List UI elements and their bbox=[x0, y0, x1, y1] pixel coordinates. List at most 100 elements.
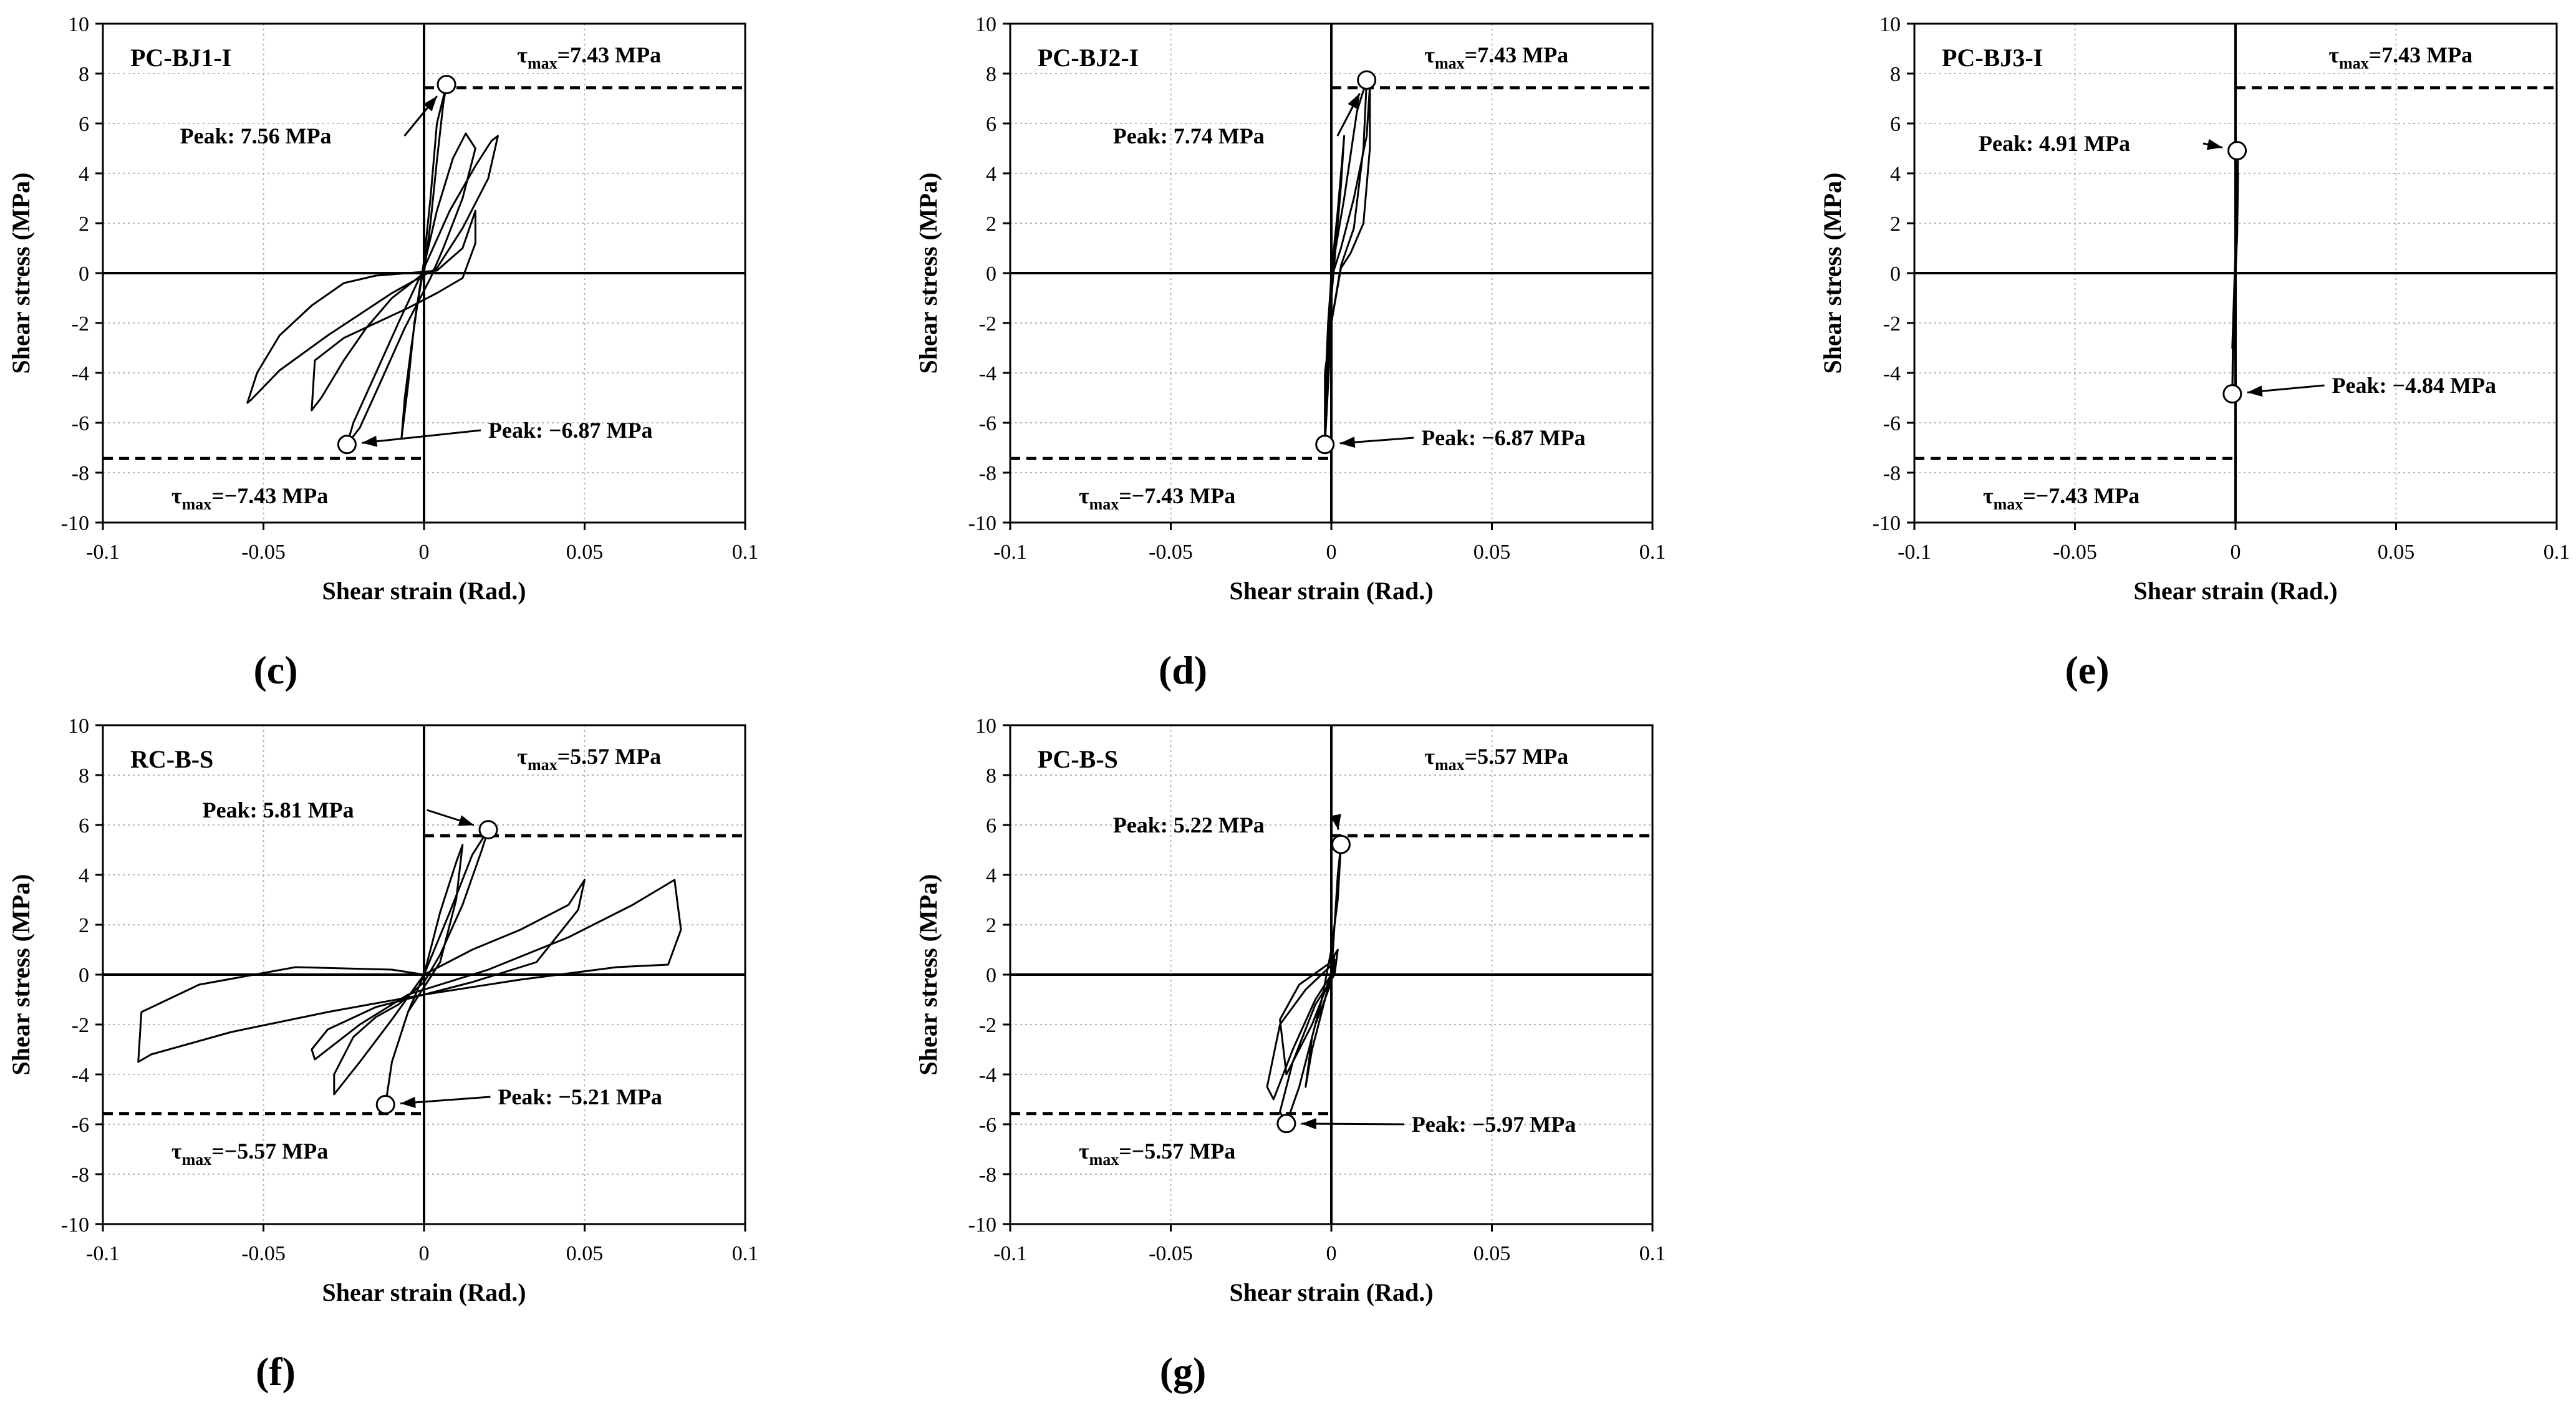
peak-neg-arrow bbox=[362, 429, 481, 444]
peak-neg-arrowhead bbox=[1301, 1118, 1316, 1130]
x-tick-label: 0.05 bbox=[566, 1242, 604, 1265]
x-tick-label: 0.05 bbox=[566, 541, 604, 564]
y-tick-label: -4 bbox=[72, 1064, 89, 1087]
y-tick-label: 2 bbox=[986, 914, 996, 937]
peak-pos-marker bbox=[478, 820, 498, 840]
y-tick-label: 6 bbox=[79, 113, 89, 136]
x-tick-label: 0.1 bbox=[1639, 1242, 1666, 1265]
y-tick-label: 0 bbox=[79, 964, 89, 987]
hysteresis-curve bbox=[246, 84, 499, 446]
y-tick-label: -10 bbox=[968, 512, 996, 535]
x-axis-label: Shear strain (Rad.) bbox=[322, 577, 526, 605]
panel-title: PC-B-S bbox=[1038, 745, 1118, 773]
y-tick-label: -8 bbox=[1883, 462, 1901, 485]
y-tick-label: -2 bbox=[72, 312, 89, 335]
y-tick-label: 2 bbox=[1890, 213, 1901, 236]
chart-panel-f: -10 -8 -6 -4 -2 0 2 4 6 8 10 -0.1 -0.05 0 0.05 0.1 Shear… bbox=[7, 715, 758, 1394]
peak-pos-arrowhead bbox=[423, 96, 437, 112]
peak-neg-arrowhead bbox=[1339, 436, 1356, 448]
y-tick-label: 4 bbox=[986, 163, 996, 186]
y-tick-label: 10 bbox=[68, 715, 89, 738]
y-tick-label: 6 bbox=[986, 113, 996, 136]
x-axis-label: Shear strain (Rad.) bbox=[2133, 577, 2337, 605]
x-tick-label: 0.05 bbox=[1474, 1242, 1511, 1265]
x-tick-label: 0.1 bbox=[732, 541, 759, 564]
y-tick-label: 2 bbox=[79, 213, 89, 236]
y-axis-label: Shear stress (MPa) bbox=[914, 874, 942, 1076]
hysteresis-curve bbox=[137, 829, 682, 1106]
panel-caption-letter: d bbox=[1172, 648, 1194, 692]
x-tick-label: -0.1 bbox=[86, 1242, 120, 1265]
y-tick-label: 0 bbox=[986, 263, 996, 286]
x-tick-label: 0.05 bbox=[1474, 541, 1511, 564]
y-tick-label: 8 bbox=[986, 63, 996, 86]
x-tick-label: -0.05 bbox=[1149, 541, 1193, 564]
y-tick-label: 2 bbox=[986, 213, 996, 236]
peak-pos-marker bbox=[1331, 834, 1351, 854]
y-tick-label: 6 bbox=[1890, 113, 1901, 136]
y-tick-label: 8 bbox=[79, 764, 89, 788]
y-tick-label: -8 bbox=[979, 462, 996, 485]
panel-caption: (c) bbox=[253, 648, 297, 692]
x-tick-label: 0.05 bbox=[2378, 541, 2415, 564]
panel-caption: (d) bbox=[1159, 648, 1207, 692]
y-axis-label: Shear stress (MPa) bbox=[1818, 173, 1846, 374]
y-tick-label: 10 bbox=[1879, 13, 1901, 36]
peak-pos-marker bbox=[437, 75, 456, 95]
y-tick-label: -2 bbox=[979, 1014, 996, 1037]
y-tick-label: -4 bbox=[979, 362, 996, 385]
y-axis-label: Shear stress (MPa) bbox=[7, 173, 35, 374]
panel-caption-letter: f bbox=[269, 1349, 282, 1394]
chart-panel-g: -10 -8 -6 -4 -2 0 2 4 6 8 10 -0.1 -0.05 0 0.05 0.1 Shear… bbox=[914, 715, 1666, 1394]
peak-pos-arrowhead bbox=[458, 815, 475, 826]
peak-neg-label: Peak: −4.84 MPa bbox=[2332, 373, 2496, 398]
y-tick-label: -10 bbox=[61, 1213, 89, 1237]
y-axis-label: Shear stress (MPa) bbox=[914, 173, 942, 374]
peak-pos-label: Peak: 4.91 MPa bbox=[1979, 131, 2130, 156]
x-axis-label: Shear strain (Rad.) bbox=[322, 1278, 526, 1306]
y-tick-label: 4 bbox=[79, 163, 89, 186]
chart-panel-c: -10 -8 -6 -4 -2 0 2 4 6 8 10 -0.1 -0.05 0 0.05 0.1 Shear… bbox=[7, 13, 758, 692]
panel-caption-letter: e bbox=[2078, 648, 2096, 692]
panel-caption-letter: g bbox=[1173, 1349, 1193, 1394]
y-tick-label: -8 bbox=[72, 1164, 89, 1187]
peak-neg-arrowhead bbox=[362, 435, 378, 447]
y-tick-label: 2 bbox=[79, 914, 89, 937]
peak-pos-arrowhead bbox=[2206, 138, 2223, 150]
x-tick-label: -0.1 bbox=[993, 541, 1027, 564]
chart-panel-d: -10 -8 -6 -4 -2 0 2 4 6 8 10 -0.1 -0.05 0 0.05 0.1 Shear… bbox=[914, 13, 1666, 692]
y-tick-label: 10 bbox=[975, 13, 996, 36]
peak-pos-label: Peak: 5.22 MPa bbox=[1113, 813, 1265, 837]
peak-neg-label: Peak: −6.87 MPa bbox=[1421, 425, 1585, 450]
y-tick-label: -10 bbox=[968, 1213, 996, 1237]
y-tick-label: -2 bbox=[1883, 312, 1901, 335]
peak-neg-marker bbox=[2222, 384, 2242, 404]
y-tick-label: -2 bbox=[979, 312, 996, 335]
peak-pos-arrowhead bbox=[1348, 93, 1360, 110]
tau-max-neg-label: τmax=−7.43 MPa bbox=[1983, 483, 2139, 513]
x-tick-label: -0.1 bbox=[86, 541, 120, 564]
y-tick-label: -6 bbox=[979, 1114, 996, 1137]
y-tick-label: 4 bbox=[1890, 163, 1901, 186]
tau-max-pos-label: τmax=7.43 MPa bbox=[2328, 42, 2472, 72]
y-tick-label: -4 bbox=[979, 1064, 996, 1087]
y-tick-label: 0 bbox=[1890, 263, 1901, 286]
hysteresis-curve bbox=[1266, 843, 1342, 1125]
chart-panel-e: -10 -8 -6 -4 -2 0 2 4 6 8 10 -0.1 -0.05 0 0.05 0.1 Shear… bbox=[1818, 13, 2570, 692]
tau-max-neg-label: τmax=−5.57 MPa bbox=[171, 1139, 328, 1169]
y-tick-label: -4 bbox=[1883, 362, 1901, 385]
panel-caption: (f) bbox=[256, 1349, 296, 1394]
y-tick-label: 8 bbox=[79, 63, 89, 86]
y-tick-label: 8 bbox=[1890, 63, 1901, 86]
hysteresis-curve bbox=[1324, 79, 1371, 446]
peak-neg-arrow bbox=[400, 1096, 491, 1105]
x-tick-label: 0.1 bbox=[732, 1242, 759, 1265]
peak-pos-arrowhead bbox=[1330, 814, 1341, 830]
tau-max-pos-label: τmax=7.43 MPa bbox=[1424, 42, 1568, 72]
y-tick-label: -8 bbox=[72, 462, 89, 485]
x-tick-label: 0 bbox=[419, 541, 430, 564]
tau-max-neg-label: τmax=−7.43 MPa bbox=[1079, 483, 1235, 513]
y-tick-label: -6 bbox=[72, 1114, 89, 1137]
hysteresis-curve bbox=[2231, 150, 2239, 395]
